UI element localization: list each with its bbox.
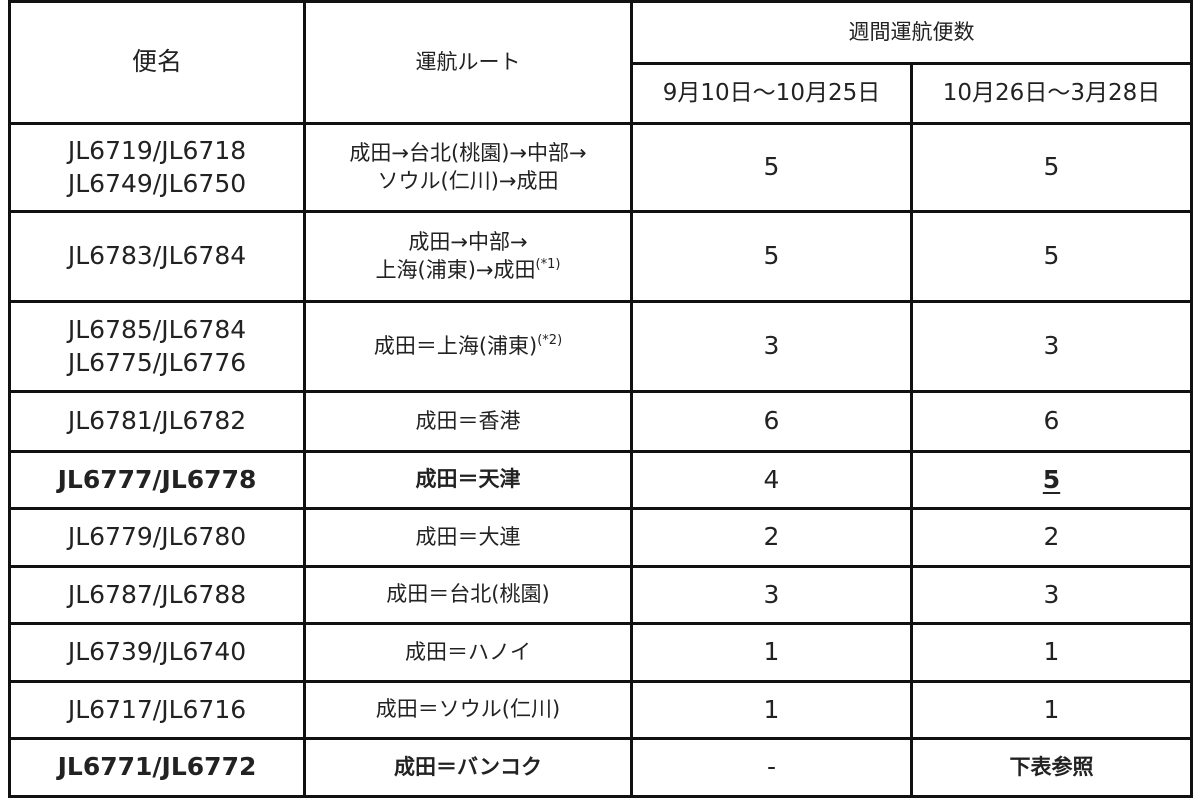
flight-number: JL6779/JL6780 <box>67 522 247 552</box>
table-row: JL6787/JL6788 成田＝台北(桃園) 3 3 <box>8 565 1193 625</box>
route-cell: 成田＝上海(浦東)(*2) <box>303 300 633 393</box>
changed-count: 5 <box>1042 464 1061 494</box>
route-text: ソウル(仁川)→成田 <box>377 168 559 193</box>
route-text: 成田＝上海(浦東) <box>373 333 538 358</box>
period-2-count: 5 <box>910 210 1193 303</box>
route-text: 上海(浦東)→成田 <box>375 257 536 282</box>
route-cell: 成田＝香港 <box>303 390 633 453</box>
flight-number: JL6719/JL6718 <box>67 136 247 165</box>
header-flight: 便名 <box>8 0 306 125</box>
table-row: JL6783/JL6784 成田→中部→ 上海(浦東)→成田(*1) 5 5 <box>8 210 1193 303</box>
period-1-count: 3 <box>630 565 913 625</box>
footnote-marker: (*1) <box>535 256 561 272</box>
period-1-count: - <box>630 737 913 798</box>
period-2-count: 3 <box>910 300 1193 393</box>
flight-cell: JL6777/JL6778 <box>8 450 306 510</box>
table-row: JL6771/JL6772 成田＝バンコク - 下表参照 <box>8 737 1193 798</box>
period-1-count: 6 <box>630 390 913 453</box>
period-1-count: 4 <box>630 450 913 510</box>
period-2-count: 6 <box>910 390 1193 453</box>
route-text: 成田＝ハノイ <box>405 639 531 664</box>
table-row: JL6779/JL6780 成田＝大連 2 2 <box>8 507 1193 568</box>
flight-number: JL6785/JL6784 <box>67 315 247 344</box>
header-row: 便名 運航ルート 週間運航便数 <box>8 0 1193 125</box>
flight-number: JL6775/JL6776 <box>67 347 247 377</box>
table-row: JL6717/JL6716 成田＝ソウル(仁川) 1 1 <box>8 680 1193 740</box>
flight-cell: JL6739/JL6740 <box>8 622 306 683</box>
period-2-count: 1 <box>910 622 1193 683</box>
flight-cell: JL6781/JL6782 <box>8 390 306 453</box>
header-row: 9月10日～10月25日 10月26日～3月28日 <box>10 62 1193 125</box>
route-cell: 成田＝台北(桃園) <box>303 565 633 625</box>
route-text: 成田＝香港 <box>415 408 521 433</box>
route-cell: 成田＝ソウル(仁川) <box>303 680 633 740</box>
table-row: JL6781/JL6782 成田＝香港 6 6 <box>8 390 1193 453</box>
table-row: JL6719/JL6718 JL6749/JL6750 成田→台北(桃園)→中部→ ソ… <box>8 122 1193 213</box>
flight-cell: JL6783/JL6784 <box>8 210 306 303</box>
footnote-marker: (*2) <box>537 332 563 348</box>
flight-number: JL6749/JL6750 <box>67 168 247 198</box>
route-text: 成田＝台北(桃園) <box>386 582 550 607</box>
period-2-count: 2 <box>910 507 1193 568</box>
flight-number: JL6771/JL6772 <box>57 752 257 782</box>
period-2-count: 下表参照 <box>910 737 1193 798</box>
period-1-count: 2 <box>630 507 913 568</box>
route-cell: 成田→台北(桃園)→中部→ ソウル(仁川)→成田 <box>303 122 633 213</box>
flight-cell: JL6771/JL6772 <box>8 737 306 798</box>
header-period-2: 10月26日～3月28日 <box>910 62 1193 125</box>
period-2-count: 5 <box>910 122 1193 213</box>
route-cell: 成田＝バンコク <box>303 737 633 798</box>
flight-number: JL6783/JL6784 <box>67 241 247 271</box>
flight-cell: JL6785/JL6784 JL6775/JL6776 <box>8 300 306 393</box>
flight-schedule-table: 便名 運航ルート 週間運航便数 9月10日～10月25日 10月26日～3月28… <box>8 0 1193 798</box>
flight-number: JL6787/JL6788 <box>67 579 247 609</box>
period-1-count: 3 <box>630 300 913 393</box>
flight-number: JL6739/JL6740 <box>67 637 247 667</box>
flight-number: JL6717/JL6716 <box>67 694 247 724</box>
period-2-count: 1 <box>910 680 1193 740</box>
header-weekly: 週間運航便数 <box>630 0 1193 65</box>
route-cell: 成田＝ハノイ <box>303 622 633 683</box>
flight-number: JL6777/JL6778 <box>57 464 257 494</box>
period-1-count: 5 <box>630 122 913 213</box>
flight-cell: JL6779/JL6780 <box>8 507 306 568</box>
route-text: 成田＝天津 <box>415 467 521 492</box>
table-row: JL6739/JL6740 成田＝ハノイ 1 1 <box>8 622 1193 683</box>
table-row: JL6777/JL6778 成田＝天津 4 5 <box>8 450 1193 510</box>
route-cell: 成田＝大連 <box>303 507 633 568</box>
header-period-1: 9月10日～10月25日 <box>630 62 913 125</box>
period-2-count: 5 <box>910 450 1193 510</box>
period-1-count: 5 <box>630 210 913 303</box>
route-text: 成田＝大連 <box>415 524 521 549</box>
route-text: 成田＝ソウル(仁川) <box>375 697 561 722</box>
flight-number: JL6781/JL6782 <box>67 406 247 436</box>
period-2-count: 3 <box>910 565 1193 625</box>
header-route: 運航ルート <box>303 0 633 125</box>
flight-cell: JL6787/JL6788 <box>8 565 306 625</box>
period-1-count: 1 <box>630 622 913 683</box>
period-1-count: 1 <box>630 680 913 740</box>
route-text: 成田→中部→ <box>408 230 528 255</box>
route-cell: 成田＝天津 <box>303 450 633 510</box>
flight-cell: JL6719/JL6718 JL6749/JL6750 <box>8 122 306 213</box>
route-cell: 成田→中部→ 上海(浦東)→成田(*1) <box>303 210 633 303</box>
table-row: JL6785/JL6784 JL6775/JL6776 成田＝上海(浦東)(*2) 3… <box>8 300 1193 393</box>
flight-cell: JL6717/JL6716 <box>8 680 306 740</box>
route-text: 成田＝バンコク <box>393 754 543 779</box>
route-text: 成田→台北(桃園)→中部→ <box>349 141 587 166</box>
